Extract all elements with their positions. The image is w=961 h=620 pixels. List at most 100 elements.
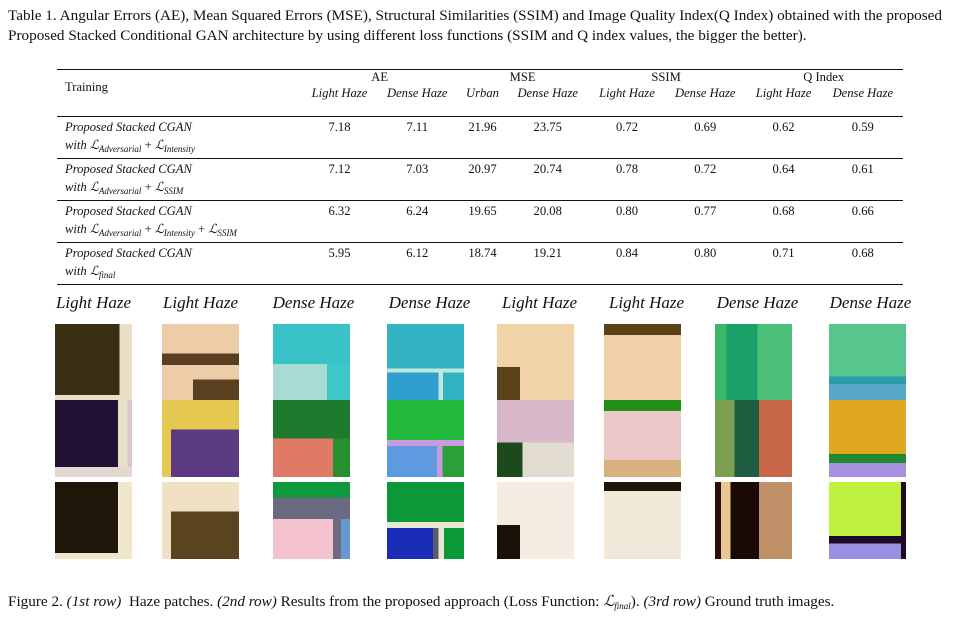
col-header: Dense Haze [377,85,458,117]
haze-patch-image [55,324,132,401]
loss-subscript: Adversarial [98,144,142,154]
table-cell: 0.78 [587,158,667,201]
group-header-mse: MSE [509,70,536,84]
script-l-symbol: ℒ [154,221,164,236]
ground-truth-patch-image [55,482,132,559]
column-label: Dense Haze [829,293,912,312]
haze-patch-image [497,324,574,401]
result-patch-image [273,400,350,477]
haze-patch-image [162,324,239,401]
group-header-qindex: Q Index [803,70,845,84]
table-row: Proposed Stacked CGAN with ℒAdversarial +… [57,116,903,159]
table-cell: 18.74 [457,242,508,285]
table-cell: 0.68 [822,242,903,285]
script-l-symbol: ℒ [154,179,164,194]
haze-patch-image [715,324,792,401]
table-cell: 19.65 [457,200,508,243]
haze-patch-image [604,324,681,401]
table-row: Proposed Stacked CGAN with ℒfinal 5.95 6.12… [57,242,903,285]
table-cell: 0.72 [587,116,667,159]
table-cell: 7.11 [377,116,458,159]
table-cell: 0.80 [666,242,745,285]
loss-subscript: Adversarial [98,228,142,238]
table-cell: 0.72 [666,158,745,201]
result-patch-image [715,400,792,477]
loss-subscript: SSIM [163,186,184,196]
table-row: Proposed Stacked CGAN with ℒAdversarial +… [57,158,903,201]
with-prefix: with [65,138,90,152]
table-cell: 0.59 [822,116,903,159]
ground-truth-patch-image [604,482,681,559]
plus-sign: + [141,180,155,194]
col-header: Dense Haze [507,85,588,117]
col-header: Urban [457,85,508,117]
ground-truth-patch-image [715,482,792,559]
table-cell: 7.12 [301,158,378,201]
table-cell: 0.68 [744,200,823,243]
col-header: Dense Haze [822,85,903,117]
script-l-symbol: ℒ [89,137,99,152]
script-l-symbol: ℒ [603,592,615,610]
table-cell: 6.12 [377,242,458,285]
haze-patch-image [387,324,464,401]
table-cell: 20.74 [507,158,588,201]
table-caption: Table 1. Angular Errors (AE), Mean Squar… [8,7,943,44]
table-cell: 0.77 [666,200,745,243]
caption-text: Ground truth images. [700,593,835,610]
table-cell: 5.95 [301,242,378,285]
method-name: Proposed Stacked CGAN [65,162,192,176]
haze-patch-image [273,324,350,401]
col-header: Light Haze [587,85,667,117]
loss-subscript: Adversarial [98,186,142,196]
ground-truth-patch-image [387,482,464,559]
caption-prefix: Figure 2. [8,593,67,610]
result-patch-image [55,400,132,477]
script-l-symbol: ℒ [89,263,99,278]
col-header: Light Haze [744,85,823,117]
column-label: Dense Haze [716,293,799,312]
with-prefix: with [65,180,90,194]
method-name: Proposed Stacked CGAN [65,204,192,218]
ground-truth-patch-image [829,482,906,559]
col-header: Dense Haze [666,85,745,117]
with-prefix: with [65,264,90,278]
result-patch-image [829,400,906,477]
caption-row1: (1st row) [66,593,122,610]
column-label: Light Haze [55,293,132,312]
loss-subscript: Intensity [163,228,195,238]
group-header-ae: AE [371,70,389,84]
results-table: Training AE MSE SSIM Q Index Light Haze … [57,69,903,285]
loss-subscript: Intensity [163,144,195,154]
table-cell: 19.21 [507,242,588,285]
table-cell: 0.64 [744,158,823,201]
ground-truth-patch-image [162,482,239,559]
table-cell: 23.75 [507,116,588,159]
table-cell: 0.80 [587,200,667,243]
script-l-symbol: ℒ [89,221,99,236]
table-cell: 20.97 [457,158,508,201]
haze-patch-image [829,324,906,401]
loss-subscript: final [614,601,631,611]
plus-sign: + [141,222,155,236]
loss-subscript: SSIM [217,228,237,238]
caption-text: Results from the proposed approach (Loss… [276,593,604,610]
table-cell: 0.61 [822,158,903,201]
plus-sign: + [141,138,155,152]
method-name: Proposed Stacked CGAN [65,120,192,134]
script-l-symbol: ℒ [89,179,99,194]
table-cell: 0.69 [666,116,745,159]
column-label: Dense Haze [388,293,471,312]
caption-text: Haze patches. [121,593,218,610]
column-label: Dense Haze [272,293,355,312]
training-header: Training [57,69,302,117]
table-cell: 21.96 [457,116,508,159]
table-cell: 0.62 [744,116,823,159]
column-label: Light Haze [608,293,685,312]
table-cell: 0.66 [822,200,903,243]
result-patch-image [162,400,239,477]
table-row: Proposed Stacked CGAN with ℒAdversarial +… [57,200,903,243]
training-label: Proposed Stacked CGAN with ℒAdversarial +… [57,116,302,159]
plus-sign: + [194,222,209,236]
table-cell: 20.08 [507,200,588,243]
col-header: Light Haze [301,85,378,117]
